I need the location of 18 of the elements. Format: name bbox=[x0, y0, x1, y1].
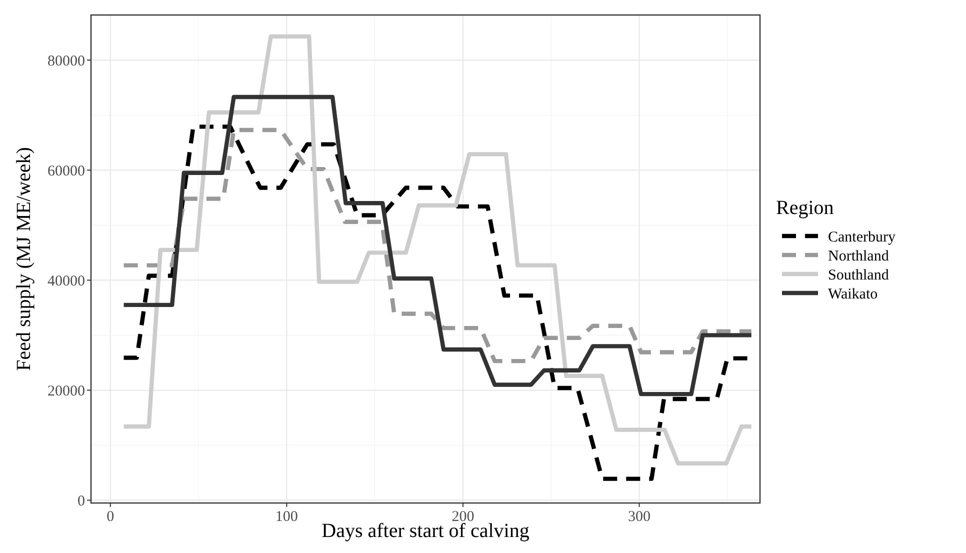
y-tick-label: 80000 bbox=[48, 53, 85, 70]
line-series bbox=[122, 34, 754, 466]
y-tick-label: 40000 bbox=[48, 273, 85, 290]
y-tick-label: 20000 bbox=[48, 383, 85, 400]
x-axis-title: Days after start of calving bbox=[322, 520, 530, 542]
x-tick-label: 100 bbox=[275, 509, 298, 525]
line-series bbox=[122, 94, 754, 396]
legend-label: Northland bbox=[828, 248, 890, 264]
y-tick-label: 0 bbox=[78, 494, 85, 510]
x-tick-label: 0 bbox=[106, 509, 114, 525]
legend-label: Waikato bbox=[828, 286, 878, 302]
legend-label: Southland bbox=[828, 267, 890, 284]
y-tick-label: 60000 bbox=[48, 163, 85, 180]
x-tick-label: 300 bbox=[628, 509, 650, 525]
legend-title: Region bbox=[776, 197, 834, 219]
legend-label: Canterbury bbox=[828, 229, 896, 246]
y-axis-title: Feed supply (MJ ME/week) bbox=[13, 147, 35, 371]
line-series bbox=[122, 128, 754, 364]
